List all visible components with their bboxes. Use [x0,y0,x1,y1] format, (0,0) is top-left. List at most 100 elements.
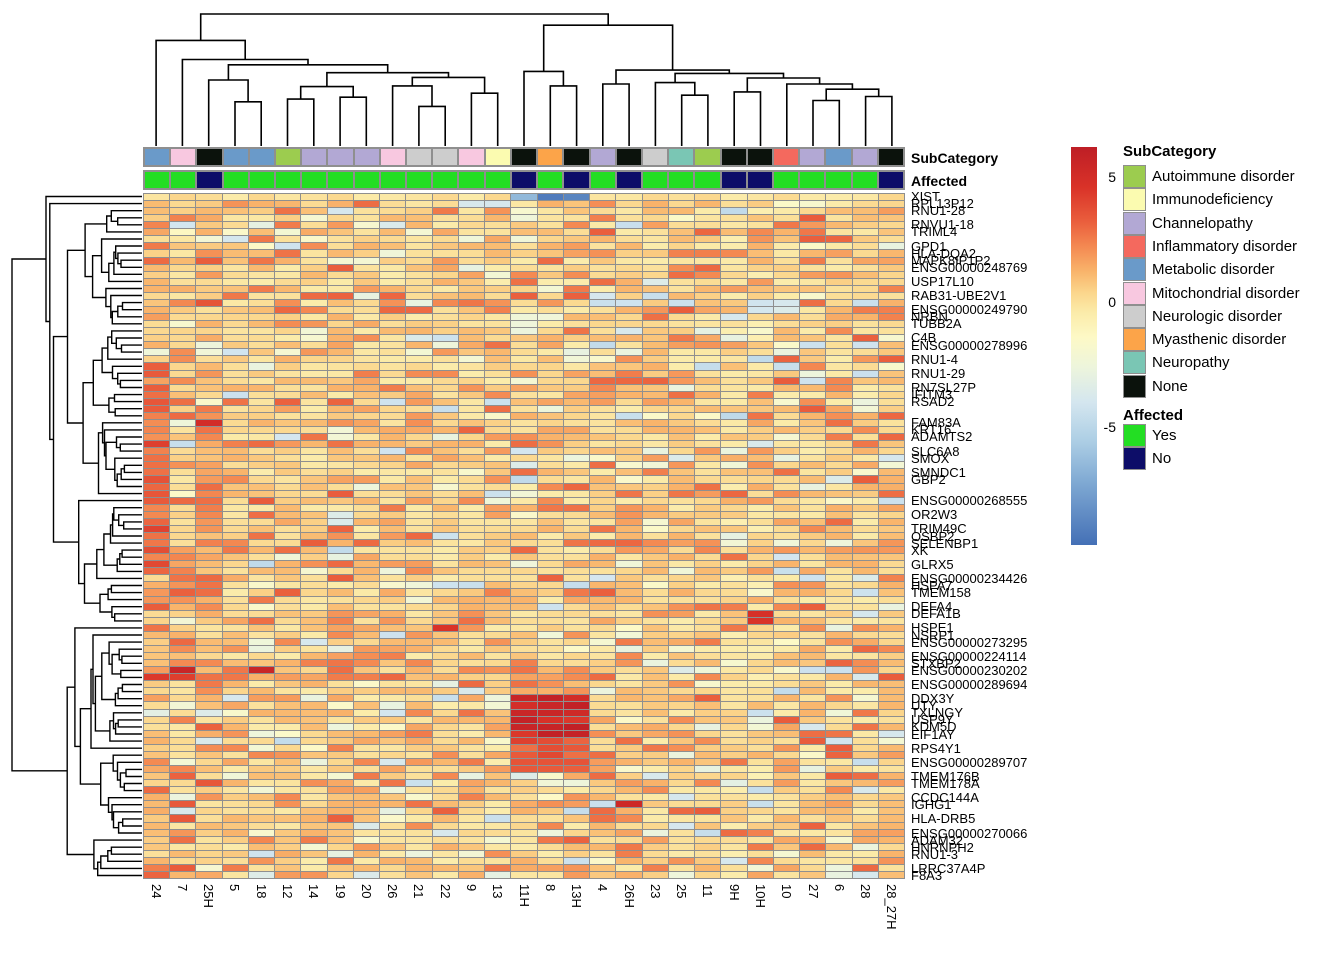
heatmap-cell [590,773,616,780]
heatmap-cell [616,201,642,208]
heatmap-cell [248,285,275,292]
heatmap-cell [878,518,904,525]
heatmap-cell [747,398,773,405]
heatmap-cell [563,596,590,603]
heatmap-cell [800,504,826,511]
heatmap-cell [327,794,353,801]
heatmap-cell [590,201,616,208]
heatmap-cell [380,222,406,229]
heatmap-cell [222,349,248,356]
heatmap-cell [170,278,196,285]
heatmap-cell [196,349,222,356]
heatmap-cell [695,554,721,561]
heatmap-cell [642,815,668,822]
heatmap-cell [432,829,458,836]
heatmap-cell [800,582,826,589]
heatmap-cell [301,617,327,624]
heatmap-cell [275,631,301,638]
heatmap-cell [196,250,222,257]
heatmap-cell [222,243,248,250]
heatmap-cell [301,285,327,292]
heatmap-cell [406,222,432,229]
heatmap-cell [170,857,196,864]
annotation-cell [538,172,563,188]
heatmap-cell [878,335,904,342]
heatmap-cell [196,575,222,582]
heatmap-cell [301,208,327,215]
heatmap-cell [800,645,826,652]
heatmap-cell [301,822,327,829]
heatmap-cell [773,328,800,335]
heatmap-cell [248,525,275,532]
heatmap-cell [301,448,327,455]
heatmap-cell [878,808,904,815]
heatmap-cell [222,215,248,222]
heatmap-cell [590,843,616,850]
heatmap-cell [353,667,380,674]
heatmap-cell [878,843,904,850]
heatmap-cell [485,490,511,497]
heatmap-cell [563,222,590,229]
heatmap-cell [747,667,773,674]
heatmap-cell [380,236,406,243]
heatmap-cell [826,751,852,758]
heatmap-cell [458,766,485,773]
heatmap-cell [144,328,170,335]
heatmap-cell [616,773,642,780]
heatmap-cell [380,201,406,208]
heatmap-cell [826,780,852,787]
annotation-cell [564,149,589,165]
row-label: ENSG00000273295 [911,634,1028,650]
heatmap-cell [852,547,878,554]
heatmap-cell [826,243,852,250]
heatmap-cell [144,624,170,631]
heatmap-cell [511,264,537,271]
heatmap-cell [144,744,170,751]
heatmap-cell [852,864,878,871]
heatmap-cell [800,794,826,801]
heatmap-cell [275,504,301,511]
heatmap-cell [695,497,721,504]
heatmap-cell [327,525,353,532]
heatmap-cell [537,850,563,857]
heatmap-cell [196,787,222,794]
heatmap-cell [695,511,721,518]
heatmap-cell [222,709,248,716]
heatmap-cell [773,222,800,229]
heatmap-cell [773,377,800,384]
heatmap-cell [406,766,432,773]
annotation-cell [642,172,668,188]
heatmap-cell [852,787,878,794]
row-label: TMEM158 [911,585,971,601]
heatmap-cell [563,716,590,723]
annotation-cell [826,172,851,188]
legend-swatch [1123,374,1146,398]
heatmap-cell [878,638,904,645]
heatmap-cell [747,645,773,652]
heatmap-cell [590,787,616,794]
heatmap-cell [327,384,353,391]
heatmap-cell [327,780,353,787]
heatmap-cell [275,617,301,624]
heatmap-cell [721,412,747,419]
heatmap-cell [852,349,878,356]
heatmap-cell [747,342,773,349]
heatmap-cell [563,871,590,878]
heatmap-cell [196,328,222,335]
legend-item-label: Myasthenic disorder [1152,331,1287,349]
heatmap-cell [668,660,695,667]
heatmap-cell [327,603,353,610]
heatmap-cell [406,723,432,730]
heatmap-cell [485,419,511,426]
heatmap-cell [144,681,170,688]
heatmap-cell [327,624,353,631]
heatmap-cell [852,610,878,617]
heatmap-cell [642,370,668,377]
annotation-cell [197,149,222,165]
heatmap-cell [747,744,773,751]
heatmap-cell [301,610,327,617]
heatmap-cell [327,504,353,511]
heatmap-cell [406,744,432,751]
heatmap-cell [590,829,616,836]
heatmap-cell [458,688,485,695]
